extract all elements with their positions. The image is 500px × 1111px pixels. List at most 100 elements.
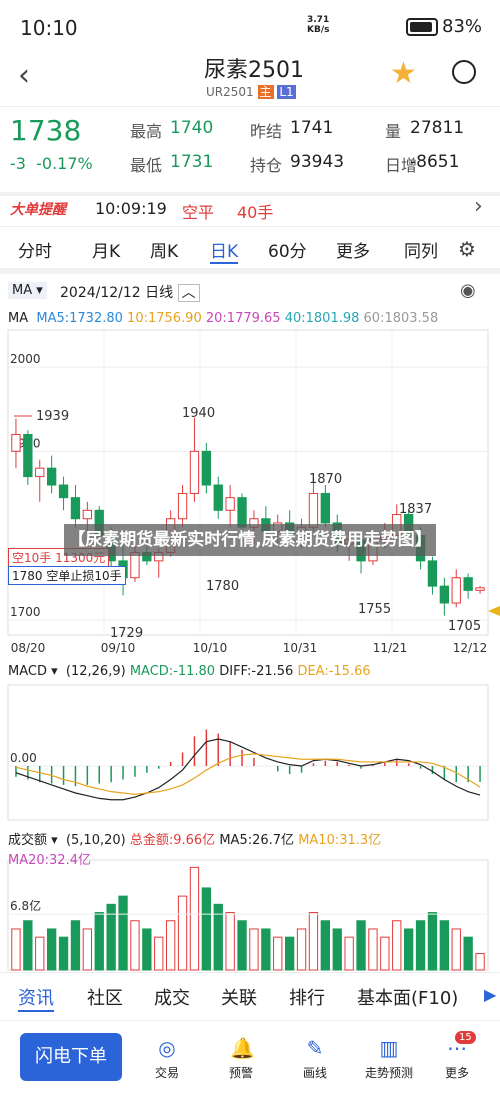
- divider: [0, 226, 500, 227]
- back[interactable]: ‹: [18, 58, 30, 93]
- battery-icon: [406, 18, 438, 36]
- badge: 主: [257, 85, 274, 99]
- action-label[interactable]: 预警: [228, 1066, 254, 1080]
- stat-value: 1740: [170, 118, 214, 138]
- y-tick-label: 2000: [10, 352, 41, 366]
- tab[interactable]: 同列: [404, 242, 438, 262]
- badge: 15: [455, 1031, 476, 1044]
- volume-bar: [463, 936, 473, 971]
- eye[interactable]: ◉: [460, 280, 476, 301]
- stat-label: 持仓: [250, 156, 283, 175]
- action-icon[interactable]: ⋯: [447, 1036, 467, 1060]
- quick-order[interactable]: 闪电下单: [20, 1033, 122, 1081]
- x-tick-label: 08/20: [11, 641, 46, 655]
- divider: [0, 268, 500, 274]
- settings[interactable]: ⚙: [458, 237, 476, 261]
- candle-body: [475, 587, 485, 591]
- tab[interactable]: 日K: [210, 237, 239, 264]
- search[interactable]: [452, 60, 476, 84]
- stat-value: 1731: [170, 152, 214, 172]
- candle-body: [70, 497, 81, 520]
- more-arrow[interactable]: ▶: [484, 985, 497, 1004]
- volume-bar: [427, 912, 438, 971]
- candle-body: [58, 484, 69, 499]
- price-marker: [488, 606, 500, 616]
- y-tick-label: 1700: [10, 605, 41, 619]
- stat-value: -8651: [410, 152, 460, 172]
- favorite[interactable]: ★: [390, 56, 417, 91]
- action-label[interactable]: 更多: [444, 1066, 470, 1080]
- volume-bar: [177, 895, 188, 971]
- battery: 83%: [442, 16, 483, 37]
- volume-bar: [308, 912, 319, 971]
- bottom-tab[interactable]: 资讯: [18, 984, 54, 1012]
- tab[interactable]: 60分: [268, 242, 307, 262]
- volume-bar: [451, 928, 461, 971]
- stat-label: 最高: [130, 122, 163, 141]
- volume-bar: [356, 920, 366, 971]
- candle-body: [320, 492, 331, 524]
- stat-label: 昨结: [250, 122, 283, 141]
- vol-ma20: MA20:32.4亿: [8, 853, 91, 868]
- x-tick-label: 10/31: [283, 641, 318, 655]
- change-pct: -0.17%: [36, 154, 93, 173]
- action-icon[interactable]: ✎: [306, 1036, 324, 1060]
- order: 空单止损10手: [46, 569, 122, 583]
- volume-bar: [118, 895, 128, 971]
- vol-ma10: MA10:31.3亿: [298, 833, 382, 848]
- action-icon[interactable]: ◎: [158, 1036, 176, 1060]
- candle-body: [130, 551, 140, 579]
- action-icon[interactable]: 🔔: [230, 1036, 255, 1060]
- ma40: 40:1801.98: [284, 311, 360, 326]
- indicator[interactable]: MA ▾: [8, 282, 47, 299]
- volume-bar: [201, 887, 212, 971]
- tab[interactable]: 月K: [92, 242, 121, 262]
- bottom-tab[interactable]: 排行: [289, 988, 325, 1009]
- price-annotation: 1870: [309, 472, 342, 487]
- bottom-tab[interactable]: 关联: [221, 988, 257, 1009]
- action-label[interactable]: 走势预测: [364, 1066, 414, 1080]
- candle-body: [308, 492, 319, 528]
- bottom-tab[interactable]: 成交: [154, 988, 190, 1009]
- volume-bar: [35, 936, 45, 971]
- bottom-tab[interactable]: 基本面(F10): [357, 988, 459, 1009]
- volume-bar: [261, 928, 271, 971]
- tab[interactable]: 更多: [336, 242, 370, 262]
- speed: 3.71: [307, 15, 330, 25]
- candle-body: [427, 560, 438, 587]
- tab[interactable]: 分时: [18, 242, 52, 262]
- action-icon[interactable]: ▥: [379, 1036, 399, 1060]
- price-annotation: 1837: [399, 502, 432, 517]
- volume-bar: [130, 920, 140, 971]
- x-tick-label: 11/21: [373, 641, 408, 655]
- vol-ma5: MA5:26.7亿: [219, 833, 295, 848]
- macd-header: MACD ▾ (12,26,9) MACD:-11.80 DIFF:-21.56…: [8, 664, 371, 679]
- price-annotation: 1729: [110, 626, 143, 641]
- volume-bar: [165, 920, 176, 971]
- ma-title: MA: [8, 311, 29, 326]
- volume-bar: [154, 936, 164, 971]
- volume-bar: [380, 936, 390, 971]
- alert-badge: 大单提醒: [10, 202, 66, 218]
- volume-bar: [296, 928, 307, 971]
- ma-row: MA MA5:1732.80 10:1756.90 20:1779.65 40:…: [8, 311, 438, 326]
- stat-label: 量: [385, 122, 402, 141]
- alert-action: 空平: [182, 203, 215, 222]
- chevron[interactable]: ›: [474, 194, 483, 219]
- price-annotation: 1705: [448, 619, 481, 634]
- alert-qty: 40手: [237, 203, 274, 222]
- volume-params: (5,10,20): [65, 833, 126, 848]
- volume-bar: [189, 866, 200, 971]
- volume-bar: [284, 936, 295, 971]
- diff-line: [15, 738, 481, 801]
- action-label[interactable]: 交易: [154, 1066, 180, 1080]
- status-time: 10:10: [20, 16, 78, 40]
- bottom-tab[interactable]: 社区: [87, 988, 123, 1009]
- stat-label: 最低: [130, 156, 163, 175]
- candle-body: [201, 450, 212, 486]
- tab[interactable]: 周K: [150, 242, 179, 262]
- dea-value: DEA:-15.66: [297, 664, 371, 679]
- candle-body: [439, 585, 450, 604]
- action-label[interactable]: 画线: [302, 1066, 328, 1080]
